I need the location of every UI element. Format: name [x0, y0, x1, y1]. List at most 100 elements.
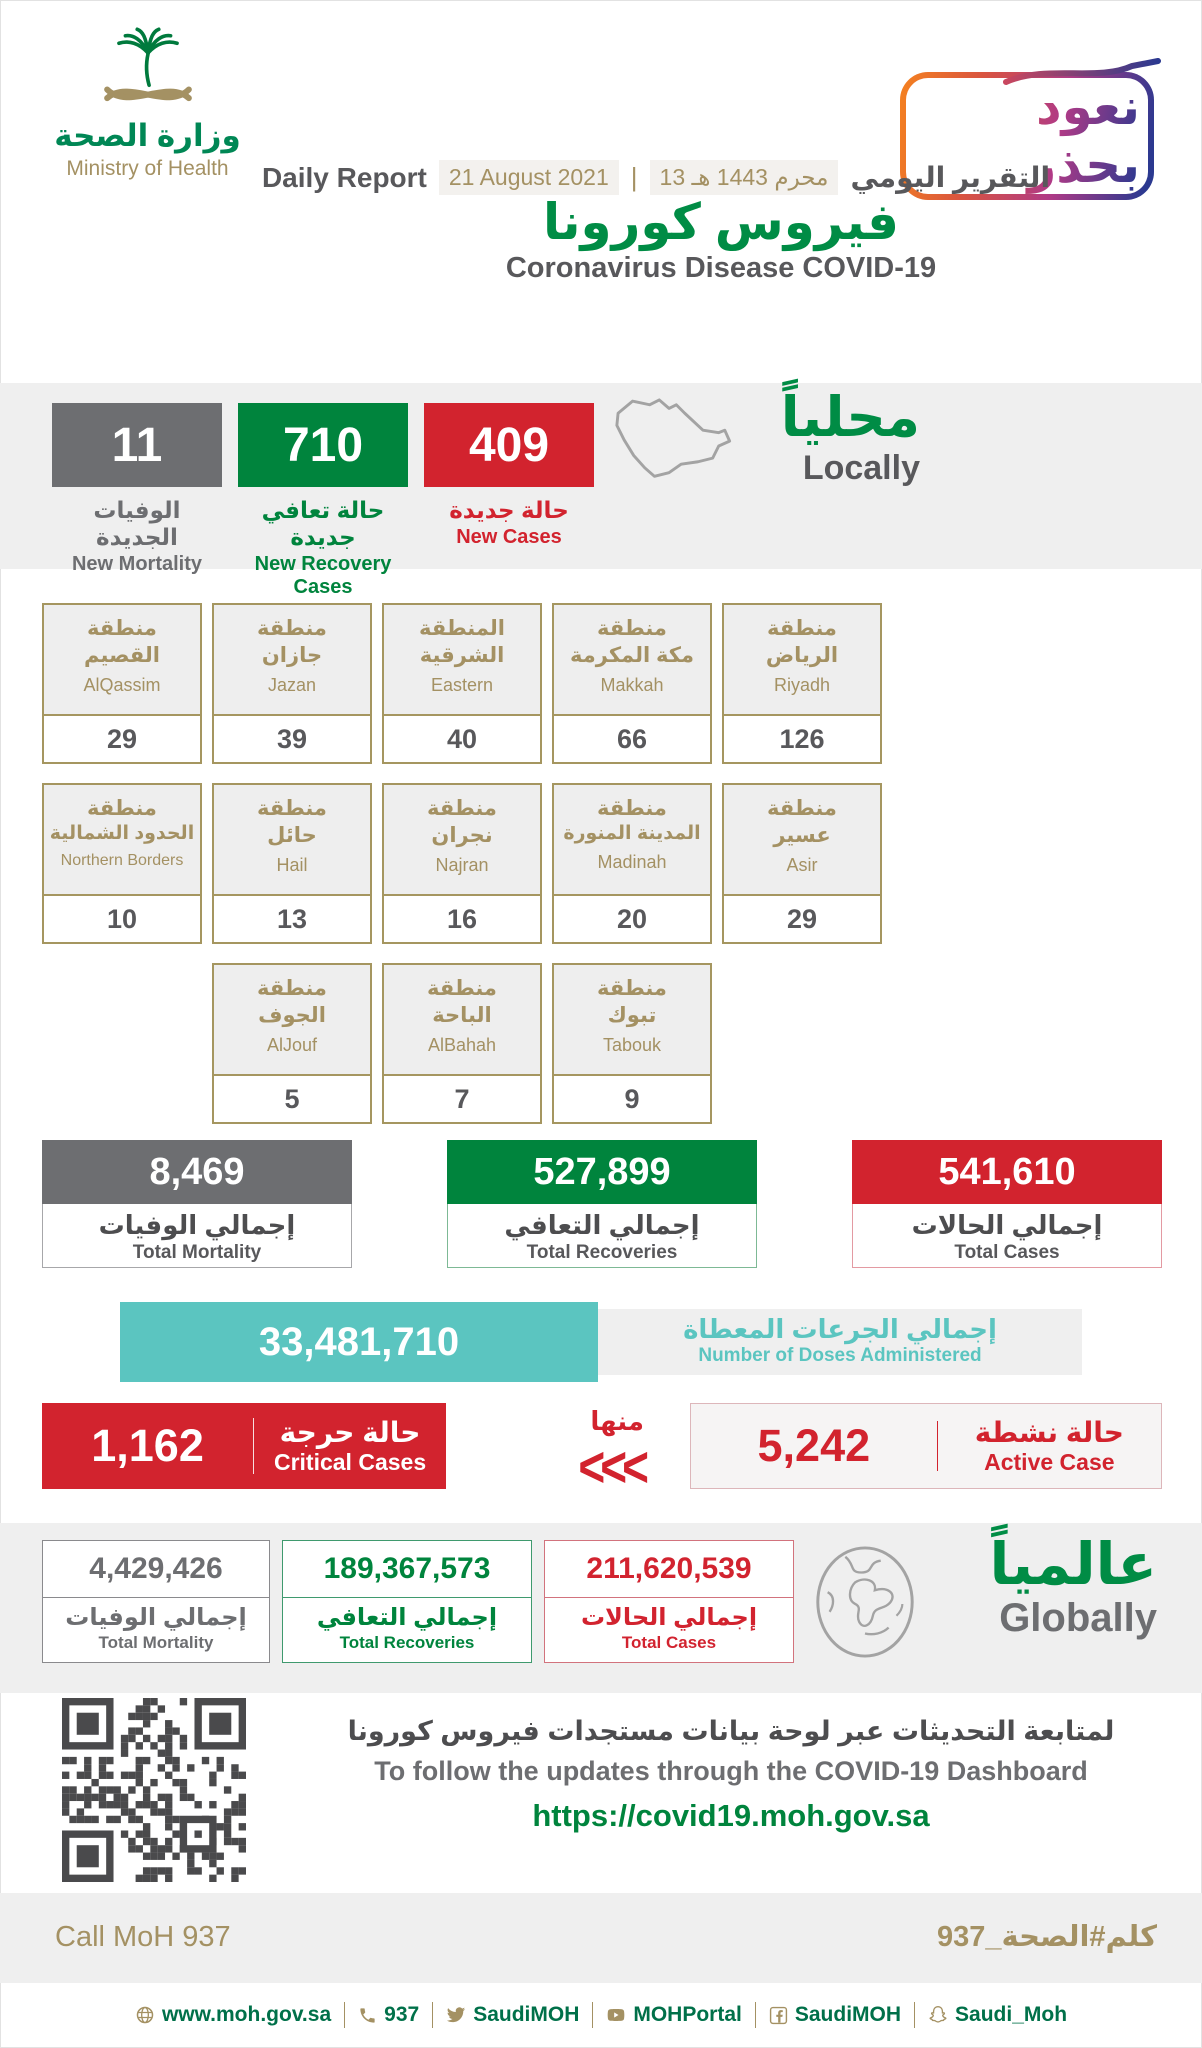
footer-item-label: Saudi_Moh	[955, 2003, 1068, 2026]
region-cases-value: 9	[554, 1076, 710, 1122]
doses-label-en: Number of Doses Administered	[698, 1345, 982, 1366]
global-mortality-label-en: Total Mortality	[98, 1633, 214, 1652]
new-cases-value: 409	[468, 418, 550, 472]
global-recoveries-label-en: Total Recoveries	[339, 1633, 475, 1652]
region-ar-line2: جازان	[261, 644, 323, 668]
active-cases-label-ar: حالة نشطة	[974, 1417, 1124, 1448]
locally-heading: محلياً Locally	[781, 388, 920, 488]
region-ar-line1: منطقة	[257, 797, 327, 820]
footer-item-youtube[interactable]: MOHPortal	[606, 2003, 742, 2027]
region-card-asir: منطقة عسير Asir 29	[722, 783, 882, 944]
region-cases-value: 39	[214, 716, 370, 762]
global-cases-label-en: Total Cases	[621, 1633, 717, 1652]
total-recoveries-label-ar: إجمالي التعافي	[504, 1210, 700, 1240]
logo-arabic-name: وزارة الصحة	[54, 118, 241, 153]
region-en: Jazan	[267, 674, 317, 695]
global-mortality-block: 4,429,426 إجمالي الوفيات Total Mortality	[42, 1540, 270, 1663]
footer-item-phone[interactable]: 937	[358, 2003, 419, 2027]
region-ar-line2: الرياض	[765, 644, 839, 668]
region-ar-line1: منطقة	[87, 797, 157, 820]
of-which-indicator: منها <<<	[492, 1406, 649, 1495]
region-ar-line1: منطقة	[87, 617, 157, 640]
region-ar-line2: الشرقية	[419, 644, 505, 668]
region-en: Hail	[276, 854, 308, 875]
region-en: AlQassim	[83, 674, 161, 695]
report-title-line: Daily Report 21 August 2021 | 13 محرم 14…	[150, 160, 1162, 195]
region-card-tabouk: منطقة تبوك Tabouk 9	[552, 963, 712, 1124]
total-recoveries-value: 527,899	[533, 1150, 671, 1193]
region-ar-line1: منطقة	[257, 977, 327, 1000]
region-ar-line1: منطقة	[767, 617, 837, 640]
total-cases-value-box: 541,610	[852, 1140, 1162, 1204]
hijri-date-chip: 13 محرم 1443 هـ	[649, 160, 839, 195]
region-ar-line1: منطقة	[427, 797, 497, 820]
region-en: Madinah	[597, 851, 667, 872]
region-cases-value: 7	[384, 1076, 540, 1122]
left-chevrons-icon: <<<	[578, 1433, 649, 1499]
footer-item-twitter[interactable]: SaudiMOH	[446, 2003, 579, 2027]
new-mortality-value: 11	[111, 418, 163, 472]
dashboard-url-link[interactable]: https://covid19.moh.gov.sa	[532, 1798, 930, 1833]
page-title-arabic: فيروس كورونا	[542, 194, 900, 250]
footer-item-snapchat[interactable]: Saudi_Moh	[928, 2003, 1067, 2027]
footer-item-label: 937	[384, 2003, 420, 2026]
footer-contacts-bar: www.moh.gov.sa 937 SaudiMOH MOHPortal	[0, 2002, 1202, 2028]
region-card-aljouf: منطقة الجوف AlJouf 5	[212, 963, 372, 1124]
region-cases-value: 40	[384, 716, 540, 762]
region-en: Najran	[435, 854, 489, 875]
logo-english-name: Ministry of Health	[66, 157, 229, 180]
region-cases-value: 66	[554, 716, 710, 762]
footer-item-facebook[interactable]: SaudiMOH	[769, 2003, 901, 2027]
region-ar-line1: منطقة	[767, 797, 837, 820]
region-card-riyadh: منطقة الرياض Riyadh 126	[722, 603, 882, 764]
region-en: Tabouk	[602, 1034, 662, 1055]
dashboard-qr-code	[62, 1698, 246, 1882]
region-ar-line1: منطقة	[427, 977, 497, 1000]
regions-row-2: منطقة الحدود الشمالية Northern Borders 10 …	[42, 783, 882, 944]
globe-icon	[135, 2005, 155, 2025]
total-mortality-block: 8,469 إجمالي الوفيات Total Mortality	[42, 1140, 352, 1268]
region-ar-line1: منطقة	[597, 617, 667, 640]
critical-cases-box: 1,162 حالة حرجة Critical Cases	[42, 1403, 446, 1489]
globally-heading: عالمياً Globally	[989, 1534, 1157, 1641]
locally-heading-en: Locally	[802, 448, 920, 487]
of-which-label: منها	[590, 1406, 644, 1436]
total-mortality-value-box: 8,469	[42, 1140, 352, 1204]
region-ar-line1: منطقة	[597, 977, 667, 1000]
date-separator: |	[630, 162, 638, 192]
global-recoveries-value: 189,367,573	[283, 1541, 531, 1598]
new-recoveries-label-en: New Recovery Cases	[254, 553, 392, 598]
region-ar-line2: نجران	[431, 824, 493, 848]
region-ar-line1: المنطقة	[418, 617, 506, 640]
page-title-english: Coronavirus Disease COVID-19	[505, 252, 937, 284]
region-en: Eastern	[430, 674, 494, 695]
moh-logo: وزارة الصحة Ministry of Health	[50, 25, 245, 181]
global-recoveries-label-ar: إجمالي التعافي	[316, 1604, 498, 1631]
footer-separator	[344, 2002, 346, 2028]
active-cases-label-en: Active Case	[984, 1449, 1115, 1475]
total-cases-label-en: Total Cases	[954, 1242, 1060, 1263]
region-cases-value: 29	[44, 716, 200, 762]
region-en: Northern Borders	[60, 851, 184, 869]
daily-report-label-arabic: التقرير اليومي	[850, 162, 1051, 193]
doses-value: 33,481,710	[258, 1319, 460, 1364]
region-ar-line1: منطقة	[257, 617, 327, 640]
total-cases-block: 541,610 إجمالي الحالات Total Cases	[852, 1140, 1162, 1268]
footer-item-website[interactable]: www.moh.gov.sa	[135, 2003, 331, 2027]
region-en: Asir	[786, 854, 818, 875]
footer-separator	[592, 2002, 594, 2028]
new-recoveries-value-box: 710	[238, 403, 408, 487]
facebook-icon	[769, 2006, 788, 2025]
region-ar-line2: المدينة المنورة	[563, 823, 701, 845]
doses-value-bar: 33,481,710	[120, 1302, 598, 1382]
global-mortality-value: 4,429,426	[43, 1541, 269, 1598]
region-card-hail: منطقة حائل Hail 13	[212, 783, 372, 944]
region-card-jazan: منطقة جازان Jazan 39	[212, 603, 372, 764]
youtube-icon	[606, 2005, 626, 2025]
badge-swoosh-icon	[1003, 58, 1161, 85]
region-cases-value: 16	[384, 896, 540, 942]
return-with-caution-badge: نعود بحذر	[900, 58, 1161, 200]
new-cases-value-box: 409	[424, 403, 594, 487]
region-cases-value: 10	[44, 896, 200, 942]
